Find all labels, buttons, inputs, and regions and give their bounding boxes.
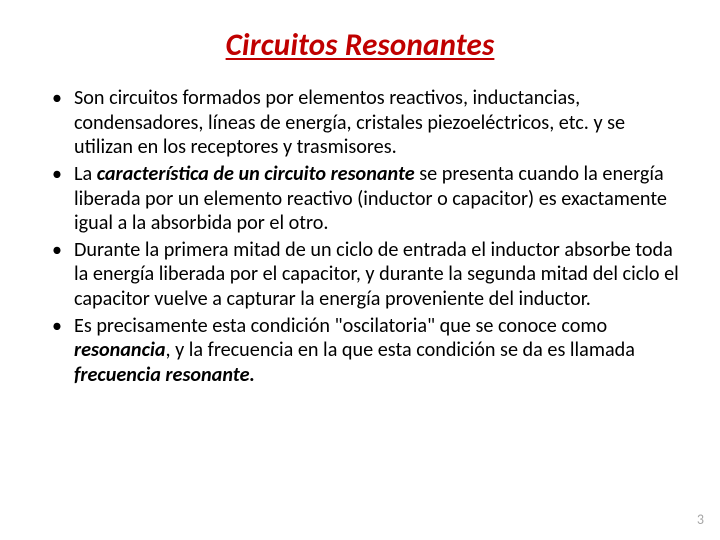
list-item: Es precisamente esta condición "oscilato… bbox=[46, 314, 680, 388]
slide: Circuitos Resonantes Son circuitos forma… bbox=[0, 0, 720, 540]
list-item: La característica de un circuito resonan… bbox=[46, 162, 680, 236]
slide-title: Circuitos Resonantes bbox=[38, 26, 682, 64]
bullet-text: Es precisamente esta condición "oscilato… bbox=[74, 314, 607, 338]
bullet-text: Son circuitos formados por elementos rea… bbox=[74, 86, 625, 159]
bullet-list: Son circuitos formados por elementos rea… bbox=[38, 86, 682, 388]
bullet-text: , y la frecuencia en la que esta condici… bbox=[166, 338, 635, 362]
bullet-emphasis: característica de un circuito resonante bbox=[97, 162, 415, 186]
list-item: Durante la primera mitad de un ciclo de … bbox=[46, 238, 680, 312]
bullet-text: La bbox=[74, 162, 97, 186]
list-item: Son circuitos formados por elementos rea… bbox=[46, 86, 680, 160]
bullet-text: Durante la primera mitad de un ciclo de … bbox=[74, 238, 679, 311]
page-number: 3 bbox=[697, 511, 704, 528]
bullet-emphasis: resonancia bbox=[74, 338, 166, 362]
bullet-emphasis: frecuencia resonante. bbox=[74, 363, 255, 387]
